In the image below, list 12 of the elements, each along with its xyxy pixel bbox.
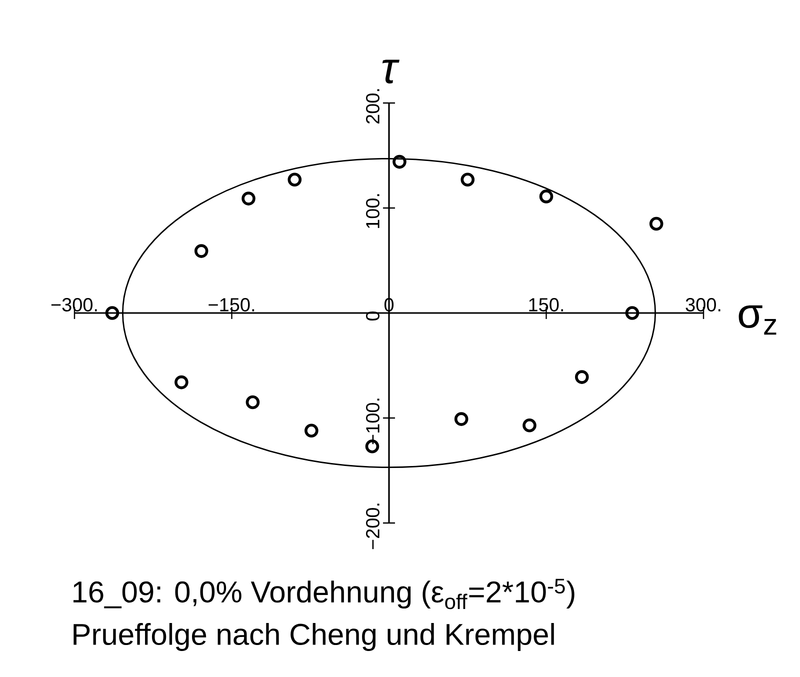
y-tick-label: −100. xyxy=(366,398,380,444)
x-tick-label: 150. xyxy=(529,298,564,312)
text: 16_09: 0,0% Vordehnung (ε$_{off}$=2*10$^{-5}$) xyxy=(73,578,574,610)
y-axis-title: τ xyxy=(382,60,400,84)
y-tick-label: 200. xyxy=(366,89,380,124)
x-axis-title: σ$_{z}$ xyxy=(738,305,776,335)
y-tick-label: 100. xyxy=(366,194,380,228)
y-tick-label: −200. xyxy=(366,504,380,550)
x-tick-label: −300. xyxy=(51,298,97,312)
x-tick-label: 300. xyxy=(686,298,720,312)
text: Prueffolge nach Cheng und Krempel xyxy=(74,623,554,651)
x-tick-label: −150. xyxy=(208,298,254,312)
